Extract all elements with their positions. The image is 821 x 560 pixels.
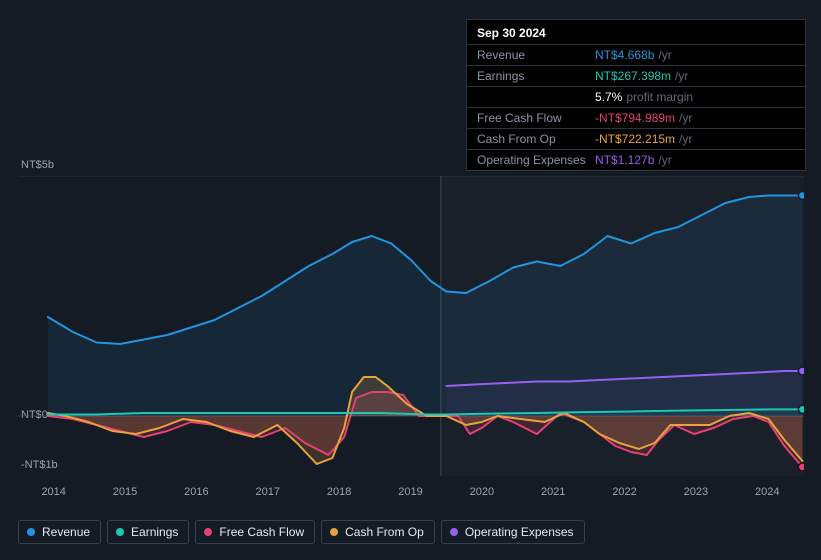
tooltip-row-value: 5.7% [595, 89, 622, 105]
tooltip-row-suffix: /yr [658, 47, 671, 63]
legend-label: Cash From Op [345, 525, 424, 539]
financials-chart[interactable] [18, 176, 803, 476]
x-axis-tick: 2016 [161, 486, 232, 498]
tooltip-row: RevenueNT$4.668b/yr [467, 45, 805, 66]
tooltip-row: Free Cash Flow-NT$794.989m/yr [467, 108, 805, 129]
x-axis-tick: 2014 [18, 486, 89, 498]
x-axis-tick: 2018 [303, 486, 374, 498]
legend-dot-icon [330, 528, 338, 536]
x-axis-tick: 2019 [375, 486, 446, 498]
tooltip-row: Operating ExpensesNT$1.127b/yr [467, 150, 805, 170]
tooltip-row-label: Free Cash Flow [477, 110, 595, 126]
tooltip-row-label [477, 89, 595, 105]
legend-item[interactable]: Revenue [18, 520, 101, 544]
legend-item[interactable]: Cash From Op [321, 520, 435, 544]
legend-item[interactable]: Operating Expenses [441, 520, 585, 544]
x-axis-tick: 2015 [89, 486, 160, 498]
x-axis-tick: 2024 [732, 486, 803, 498]
y-axis-label: NT$5b [21, 159, 54, 171]
tooltip-row: Cash From Op-NT$722.215m/yr [467, 129, 805, 150]
tooltip-row-label: Earnings [477, 68, 595, 84]
legend-dot-icon [116, 528, 124, 536]
legend-item[interactable]: Earnings [107, 520, 189, 544]
tooltip-date: Sep 30 2024 [467, 26, 805, 45]
legend-label: Revenue [42, 525, 90, 539]
x-axis-tick: 2017 [232, 486, 303, 498]
hover-tooltip: Sep 30 2024 RevenueNT$4.668b/yrEarningsN… [466, 19, 806, 171]
legend-label: Free Cash Flow [219, 525, 304, 539]
x-axis-tick: 2022 [589, 486, 660, 498]
tooltip-row-label: Operating Expenses [477, 152, 595, 168]
tooltip-row-suffix: /yr [679, 131, 692, 147]
tooltip-row-label: Cash From Op [477, 131, 595, 147]
tooltip-row-suffix: profit margin [626, 89, 693, 105]
x-axis-tick: 2023 [660, 486, 731, 498]
legend-dot-icon [204, 528, 212, 536]
tooltip-row-value: -NT$794.989m [595, 110, 675, 126]
tooltip-row-value: NT$267.398m [595, 68, 671, 84]
legend-item[interactable]: Free Cash Flow [195, 520, 315, 544]
legend-dot-icon [27, 528, 35, 536]
x-axis-tick: 2021 [518, 486, 589, 498]
legend-dot-icon [450, 528, 458, 536]
tooltip-row-suffix: /yr [675, 68, 688, 84]
tooltip-row: EarningsNT$267.398m/yr [467, 66, 805, 87]
legend-label: Operating Expenses [465, 525, 574, 539]
tooltip-row-value: NT$1.127b [595, 152, 654, 168]
x-axis-tick: 2020 [446, 486, 517, 498]
tooltip-row-value: NT$4.668b [595, 47, 654, 63]
x-axis: 2014201520162017201820192020202120222023… [18, 486, 803, 498]
legend-label: Earnings [131, 525, 178, 539]
tooltip-row-suffix: /yr [658, 152, 671, 168]
tooltip-row: 5.7%profit margin [467, 87, 805, 108]
chart-legend: Revenue Earnings Free Cash Flow Cash From O… [18, 520, 585, 544]
tooltip-row-label: Revenue [477, 47, 595, 63]
tooltip-row-suffix: /yr [679, 110, 692, 126]
tooltip-row-value: -NT$722.215m [595, 131, 675, 147]
